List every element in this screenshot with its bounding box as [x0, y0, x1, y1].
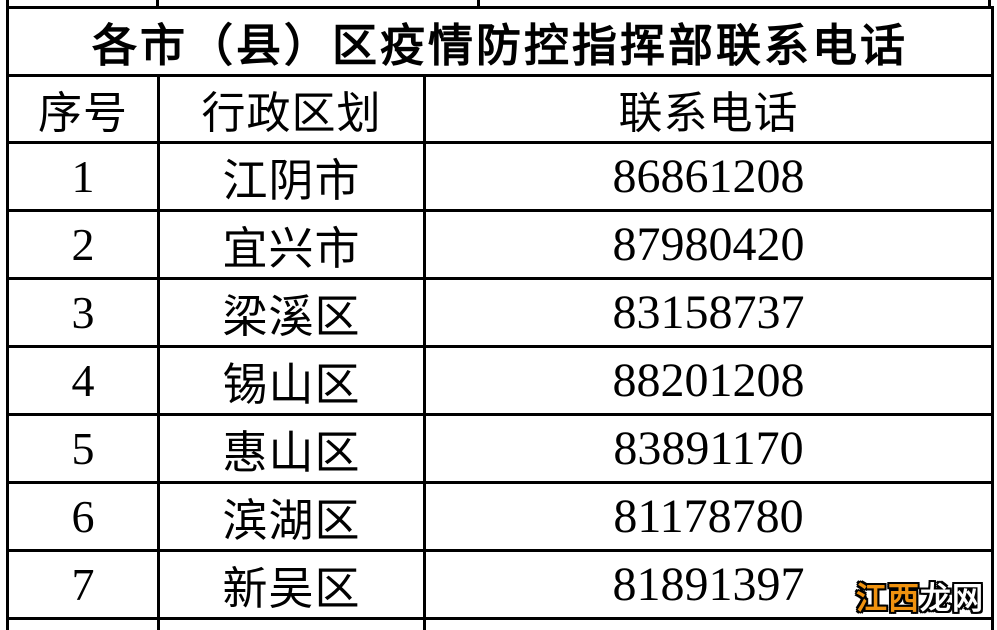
table-row: 7 新吴区 81891397 — [6, 549, 995, 620]
watermark-part2: 龙网 — [920, 581, 984, 616]
seq-cell: 5 — [6, 413, 160, 484]
seq-cell: 6 — [6, 481, 160, 552]
table-row: 6 滨湖区 81178780 — [6, 481, 995, 552]
phone-cell: 87980420 — [422, 209, 995, 280]
district-cell: 江阴市 — [157, 141, 426, 212]
district-cell: 宜兴市 — [157, 209, 426, 280]
table-gridline — [156, 0, 159, 6]
table-header-row: 序号 行政区划 联系电话 — [6, 74, 995, 144]
table-row: 4 锡山区 88201208 — [6, 345, 995, 416]
table-row: 8 经开区 80580080 — [6, 617, 995, 630]
table-title-row: 各市（县）区疫情防控指挥部联系电话 — [5, 6, 995, 77]
seq-cell: 7 — [6, 549, 160, 620]
seq-cell: 1 — [6, 141, 160, 212]
district-cell: 惠山区 — [157, 413, 426, 484]
seq-cell: 8 — [6, 617, 160, 630]
district-cell: 新吴区 — [157, 549, 426, 620]
district-cell: 梁溪区 — [157, 277, 426, 348]
district-cell: 经开区 — [157, 617, 426, 630]
header-seq: 序号 — [6, 74, 160, 144]
watermark-logo: 江西龙网 — [856, 580, 984, 618]
phone-cell: 83158737 — [422, 277, 995, 348]
phone-cell: 88201208 — [422, 345, 995, 416]
phone-cell: 83891170 — [422, 413, 995, 484]
table-row: 5 惠山区 83891170 — [6, 413, 995, 484]
header-phone: 联系电话 — [422, 74, 995, 144]
phone-cell: 86861208 — [422, 141, 995, 212]
seq-cell: 4 — [6, 345, 160, 416]
phone-cell: 81891397 — [422, 549, 995, 620]
table-row: 2 宜兴市 87980420 — [6, 209, 995, 280]
table-row: 3 梁溪区 83158737 — [6, 277, 995, 348]
table-row: 1 江阴市 86861208 — [6, 141, 995, 212]
phone-cell: 81178780 — [422, 481, 995, 552]
contact-table: 各市（县）区疫情防控指挥部联系电话 序号 行政区划 联系电话 1 江阴市 868… — [5, 6, 995, 630]
seq-cell: 2 — [6, 209, 160, 280]
phone-cell: 80580080 — [422, 617, 995, 630]
seq-cell: 3 — [6, 277, 160, 348]
district-cell: 锡山区 — [157, 345, 426, 416]
table-title: 各市（县）区疫情防控指挥部联系电话 — [5, 6, 995, 77]
table-gridline — [477, 0, 480, 6]
watermark-part1: 江西 — [856, 581, 920, 616]
header-district: 行政区划 — [157, 74, 426, 144]
district-cell: 滨湖区 — [157, 481, 426, 552]
